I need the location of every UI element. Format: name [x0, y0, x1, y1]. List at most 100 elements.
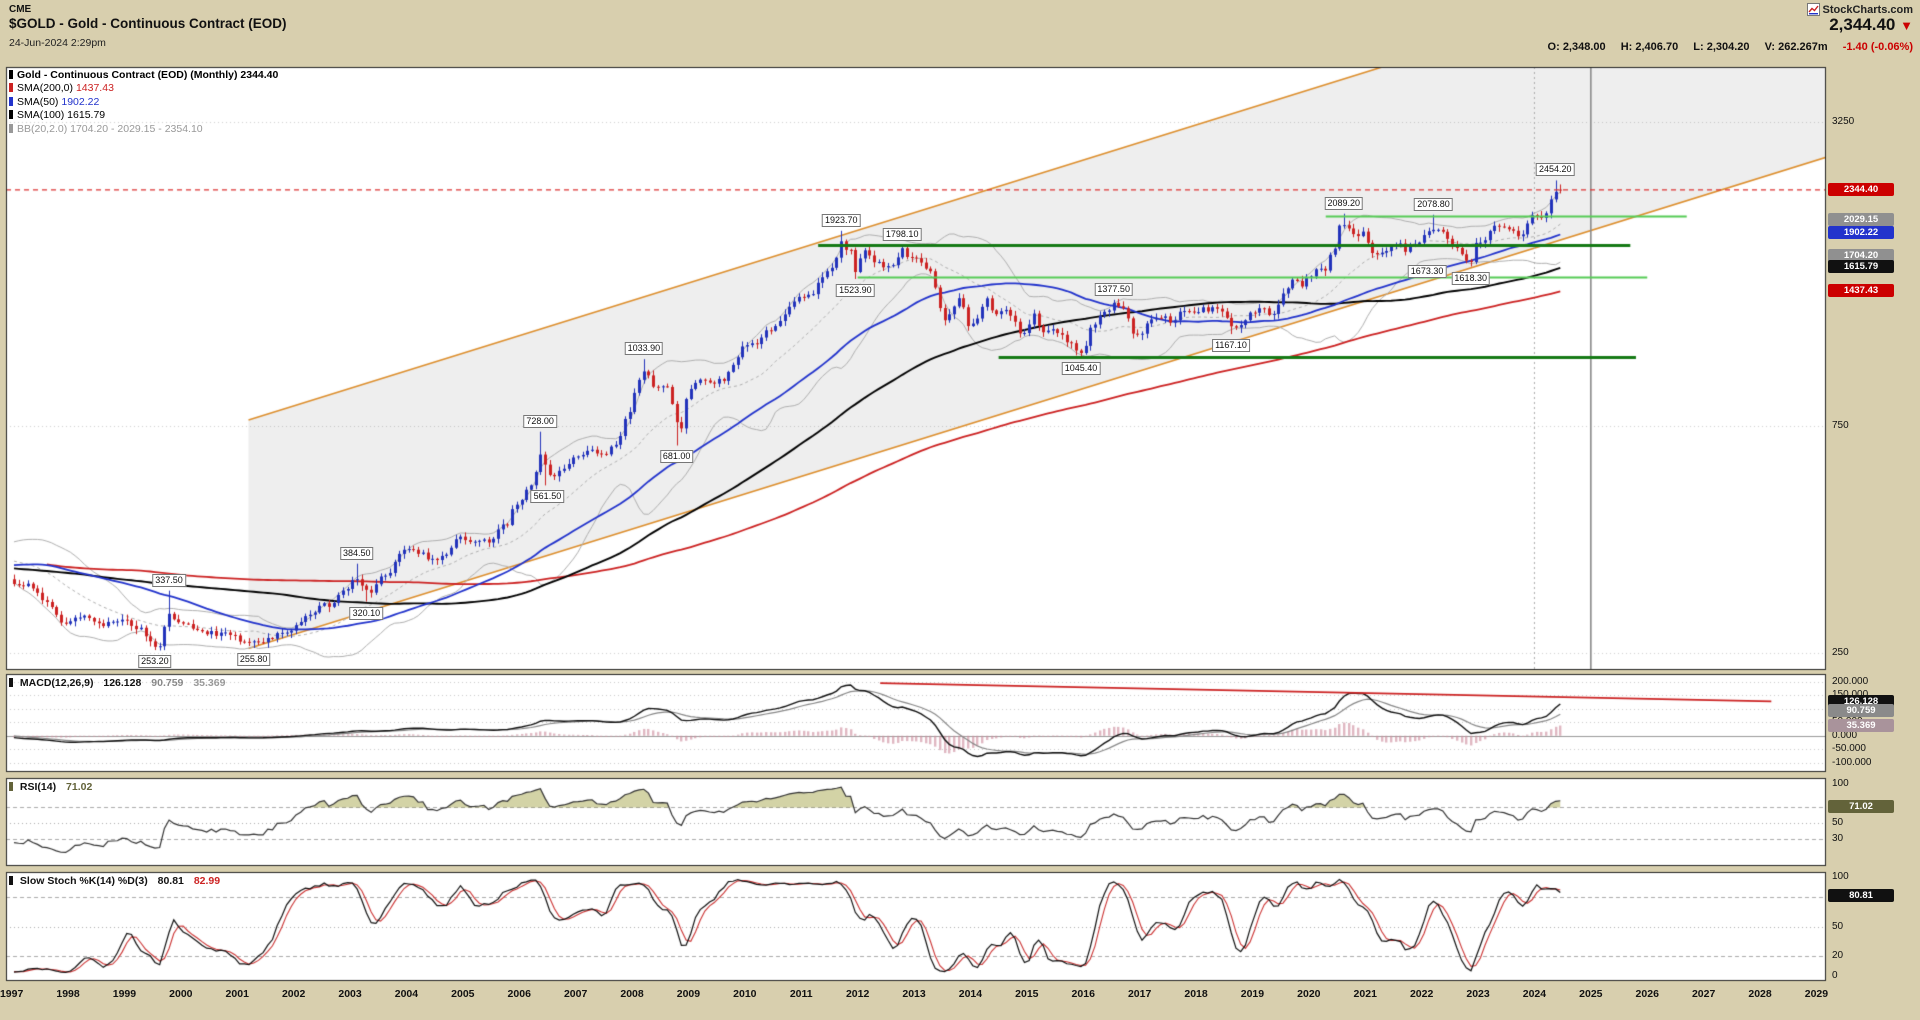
- price-annotation: 1923.70: [822, 213, 861, 227]
- volume-label: V:: [1764, 41, 1776, 53]
- change-value: -1.40 (-0.06%): [1842, 41, 1913, 53]
- x-axis-year-label: 2004: [394, 988, 419, 1000]
- legend-bullet: [9, 123, 13, 133]
- legend-label: Gold - Continuous Contract (EOD) (Monthl…: [17, 69, 238, 81]
- price-annotation: 384.50: [340, 546, 374, 560]
- rsi-legend-bullet: [9, 782, 13, 791]
- legend-label: SMA(50): [17, 95, 59, 108]
- low-label: L:: [1693, 41, 1704, 53]
- price-annotation: 1523.90: [836, 283, 875, 297]
- legend-label: BB(20,2.0): [17, 122, 68, 135]
- low-value: 2,304.20: [1706, 41, 1750, 53]
- price-annotation: 255.80: [236, 652, 271, 666]
- legend-label: SMA(200,0): [17, 82, 74, 95]
- macd-legend-label: MACD(12,26,9): [19, 677, 94, 689]
- stockcharts-logo-icon: [1806, 3, 1820, 16]
- price-legend-item: SMA(50) 1902.22: [9, 96, 278, 109]
- price-legend-item: BB(20,2.0) 1704.20 - 2029.15 - 2354.10: [9, 123, 278, 136]
- price-annotation: 2078.80: [1414, 197, 1453, 211]
- x-axis-year-label: 1998: [56, 988, 80, 1000]
- price-annotation: 2089.20: [1324, 196, 1364, 210]
- x-axis-year-label: 2012: [845, 988, 870, 1000]
- stoch-d-value: 82.99: [193, 875, 221, 887]
- price-panel-legend: Gold - Continuous Contract (EOD) (Monthl…: [9, 69, 278, 136]
- open-value: 2,348.00: [1562, 41, 1606, 53]
- macd-signal-value: 90.759: [151, 677, 184, 689]
- macd-legend-bullet: [9, 678, 13, 687]
- stockcharts-brand-link[interactable]: StockCharts.com: [1806, 3, 1913, 16]
- x-axis-year-label: 2018: [1184, 988, 1208, 1000]
- rsi-value: 71.02: [66, 781, 93, 793]
- price-legend-item: SMA(200,0) 1437.43: [9, 82, 278, 95]
- quote-line: O: 2,348.00 H: 2,406.70 L: 2,304.20 V: 2…: [1548, 41, 1913, 53]
- x-axis-year-label: 2001: [225, 988, 249, 1000]
- macd-value: 126.128: [103, 677, 142, 689]
- open-label: O:: [1547, 41, 1560, 53]
- chart-datetime: 24-Jun-2024 2:29pm: [9, 37, 106, 49]
- stoch-legend: Slow Stoch %K(14) %D(3) 80.81 82.99: [9, 875, 220, 887]
- x-axis-year-label: 2014: [958, 988, 983, 1000]
- x-axis-year-label: 2029: [1804, 988, 1829, 1000]
- legend-label: SMA(100): [17, 109, 65, 122]
- x-axis-year-label: 2025: [1579, 988, 1603, 1000]
- price-annotation: 1167.10: [1212, 339, 1250, 353]
- rsi-legend: RSI(14) 71.02: [9, 781, 92, 793]
- price-annotation: 1618.30: [1451, 271, 1490, 285]
- page-title: $GOLD - Gold - Continuous Contract (EOD): [9, 16, 287, 31]
- price-annotation: 561.50: [530, 490, 565, 504]
- price-annotation: 337.50: [152, 573, 186, 587]
- price-annotation: 681.00: [659, 450, 694, 464]
- exchange-label: CME: [9, 4, 32, 15]
- x-axis-year-label: 2015: [1015, 988, 1039, 1000]
- x-axis-year-label: 2024: [1522, 988, 1547, 1000]
- last-price-value: 2,344.40: [1829, 15, 1896, 34]
- legend-value: 1902.22: [58, 95, 100, 108]
- price-annotation: 1033.90: [624, 342, 664, 356]
- price-annotation: 253.20: [138, 655, 172, 669]
- stoch-legend-label: Slow Stoch %K(14) %D(3): [19, 875, 148, 887]
- price-legend-item: SMA(100) 1615.79: [9, 109, 278, 122]
- x-axis-year-label: 2026: [1635, 988, 1659, 1000]
- x-axis-year-label: 2006: [507, 988, 531, 1000]
- x-axis-year-label: 2009: [676, 988, 701, 1000]
- price-annotation: 728.00: [523, 414, 557, 428]
- down-arrow-icon: ▼: [1900, 18, 1913, 33]
- x-axis-year-label: 2010: [733, 988, 757, 1000]
- price-legend-item: Gold - Continuous Contract (EOD) (Monthl…: [9, 69, 278, 82]
- volume-value: 262.267m: [1778, 41, 1828, 53]
- stockcharts-brand-text: StockCharts.com: [1822, 3, 1913, 16]
- x-axis-year-label: 2003: [338, 988, 362, 1000]
- legend-value: 1437.43: [73, 82, 114, 95]
- x-axis-year-label: 1997: [0, 988, 24, 1000]
- x-axis-year-label: 2008: [620, 988, 644, 1000]
- stoch-legend-bullet: [9, 876, 13, 885]
- price-annotation: 1798.10: [882, 227, 922, 241]
- x-axis-year-label: 1999: [112, 988, 137, 1000]
- last-price: 2,344.40 ▼: [1829, 15, 1913, 35]
- high-value: 2,406.70: [1635, 41, 1679, 53]
- x-axis-year-label: 2005: [451, 988, 475, 1000]
- price-annotation: 2454.20: [1536, 163, 1575, 177]
- x-axis-year-label: 2000: [169, 988, 193, 1000]
- x-axis-year-label: 2017: [1127, 988, 1152, 1000]
- x-axis-year-label: 2013: [902, 988, 926, 1000]
- x-axis-year-label: 2007: [563, 988, 588, 1000]
- legend-bullet: [9, 83, 13, 93]
- x-axis-year-label: 2016: [1071, 988, 1095, 1000]
- x-axis-year-label: 2023: [1466, 988, 1490, 1000]
- x-axis-year-label: 2028: [1748, 988, 1772, 1000]
- legend-bullet: [9, 110, 13, 120]
- x-axis-year-label: 2002: [281, 988, 306, 1000]
- legend-bullet: [9, 70, 13, 79]
- price-annotation: 1045.40: [1061, 361, 1101, 375]
- legend-value: 1615.79: [64, 109, 106, 122]
- legend-bullet: [9, 96, 13, 106]
- x-axis-year-label: 2021: [1353, 988, 1377, 1000]
- legend-value: 1704.20 - 2029.15 - 2354.10: [67, 122, 203, 135]
- high-label: H:: [1620, 41, 1633, 53]
- legend-value: 2344.40: [237, 69, 279, 81]
- price-annotation: 1673.30: [1407, 264, 1447, 278]
- x-axis-year-label: 2011: [789, 988, 813, 1000]
- x-axis-year-label: 2022: [1409, 988, 1434, 1000]
